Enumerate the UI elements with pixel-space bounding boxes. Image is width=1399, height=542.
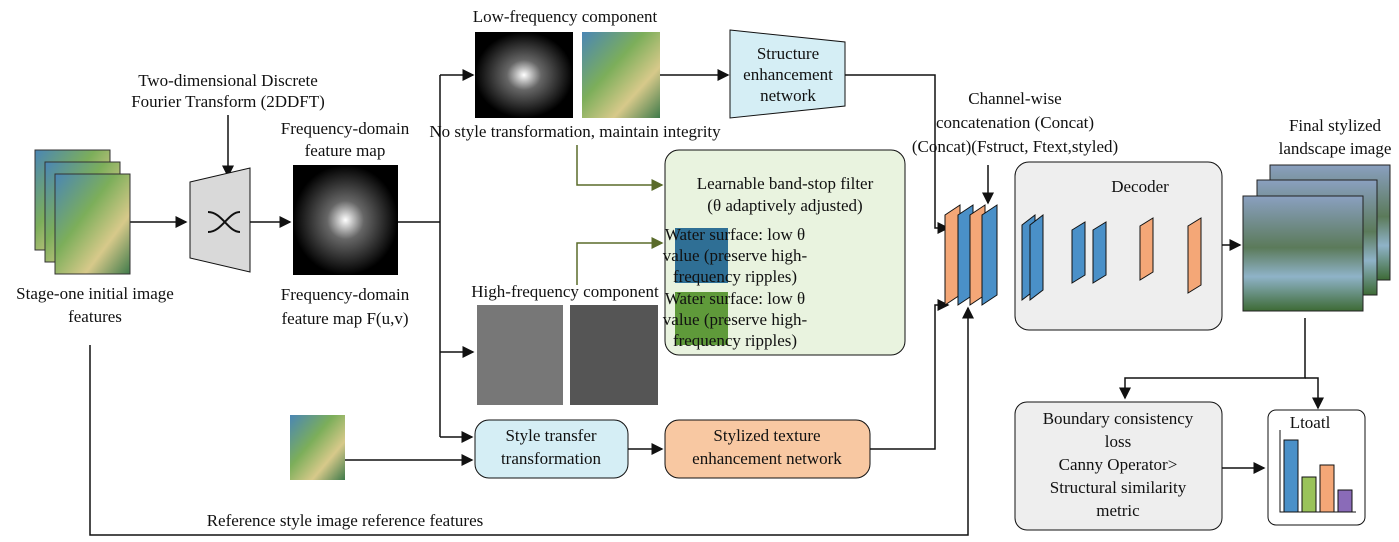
label: Frequency-domain — [281, 119, 410, 138]
label: Structure — [757, 44, 819, 63]
input-images — [35, 150, 130, 274]
label: metric — [1096, 501, 1140, 520]
dft-block — [190, 168, 250, 272]
label: Final stylized — [1289, 116, 1382, 135]
label: enhancement — [743, 65, 833, 84]
label: Water surface: low θ — [665, 289, 805, 308]
label: feature map — [305, 141, 386, 160]
label: network — [760, 86, 816, 105]
label: Decoder — [1111, 177, 1169, 196]
label: Water surface: low θ — [665, 225, 805, 244]
label: Two-dimensional Discrete — [138, 71, 318, 90]
label: Boundary consistency — [1043, 409, 1194, 428]
label: landscape image — [1279, 139, 1392, 158]
high-freq-image — [477, 305, 563, 405]
frequency-map — [293, 165, 398, 275]
label: frequency ripples) — [673, 267, 797, 286]
reference-image — [290, 415, 345, 480]
low-freq-landscape — [582, 32, 660, 118]
label: Style transfer — [505, 426, 596, 445]
label: High-frequency component — [471, 282, 659, 301]
label: (Concat)(Fstruct, Ftext,styled) — [912, 137, 1118, 156]
label: Channel-wise — [968, 89, 1061, 108]
low-freq-image — [475, 32, 573, 118]
output-images — [1243, 165, 1390, 311]
concat-stack — [945, 205, 997, 305]
diagram: Two-dimensional Discrete Fourier Transfor… — [0, 0, 1399, 537]
label: Reference style image reference features — [207, 511, 484, 530]
label: concatenation (Concat) — [936, 113, 1094, 132]
label: feature map F(u,v) — [282, 309, 409, 328]
high-freq-texture — [570, 305, 658, 405]
label: Structural similarity — [1050, 478, 1187, 497]
label: No style transformation, maintain integr… — [429, 122, 721, 141]
label: Frequency-domain — [281, 285, 410, 304]
label: transformation — [501, 449, 602, 468]
label: value (preserve high- — [663, 310, 808, 329]
label: enhancement network — [692, 449, 842, 468]
label: features — [68, 307, 122, 326]
label: Learnable band-stop filter — [697, 174, 874, 193]
label: (θ adaptively adjusted) — [707, 196, 862, 215]
label: Ltoatl — [1290, 413, 1331, 432]
label: Stage-one initial image — [16, 284, 174, 303]
label: Stylized texture — [713, 426, 820, 445]
label: loss — [1105, 432, 1131, 451]
label: frequency ripples) — [673, 331, 797, 350]
label: Canny Operator> — [1059, 455, 1178, 474]
label: Low-frequency component — [473, 7, 658, 26]
label: Fourier Transform (2DDFT) — [131, 92, 325, 111]
label: value (preserve high- — [663, 246, 808, 265]
